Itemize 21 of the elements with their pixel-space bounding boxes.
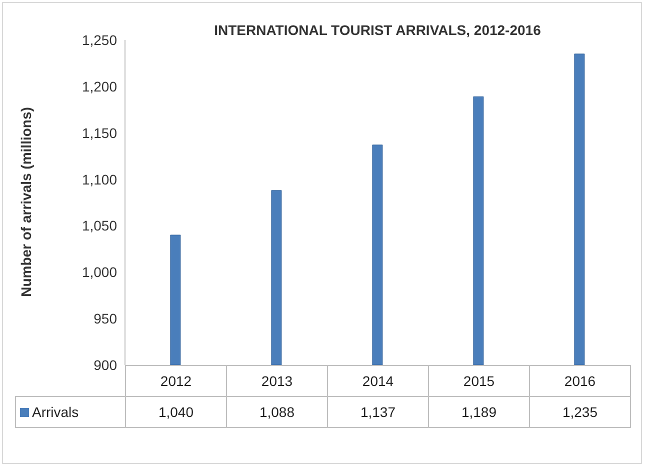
data-label: 1,189 xyxy=(428,396,530,428)
x-tick-label: 2014 xyxy=(327,365,429,397)
y-tick-label: 1,150 xyxy=(82,124,118,141)
y-tick-label: 1,000 xyxy=(82,264,118,280)
x-tick-label: 2016 xyxy=(529,365,631,397)
y-tick-label: 900 xyxy=(94,356,118,373)
y-tick-label: 950 xyxy=(94,310,118,327)
y-tick-label: 1,250 xyxy=(82,32,118,48)
legend-label: Arrivals xyxy=(15,396,126,428)
data-label: 1,040 xyxy=(125,396,227,428)
y-axis-title: Number of arrivals (millions) xyxy=(18,107,34,297)
data-label: 1,235 xyxy=(529,396,631,428)
y-tick-label: 1,100 xyxy=(82,171,118,188)
data-label: 1,088 xyxy=(226,396,328,428)
y-tick-label: 1,200 xyxy=(82,78,118,94)
x-tick-label: 2013 xyxy=(226,365,328,397)
chart-title: INTERNATIONAL TOURIST ARRIVALS, 2012-2016 xyxy=(213,22,542,38)
x-tick-label: 2012 xyxy=(125,365,227,397)
data-label: 1,137 xyxy=(327,396,429,428)
y-tick-label: 1,050 xyxy=(82,218,118,234)
x-tick-label: 2015 xyxy=(428,365,530,397)
